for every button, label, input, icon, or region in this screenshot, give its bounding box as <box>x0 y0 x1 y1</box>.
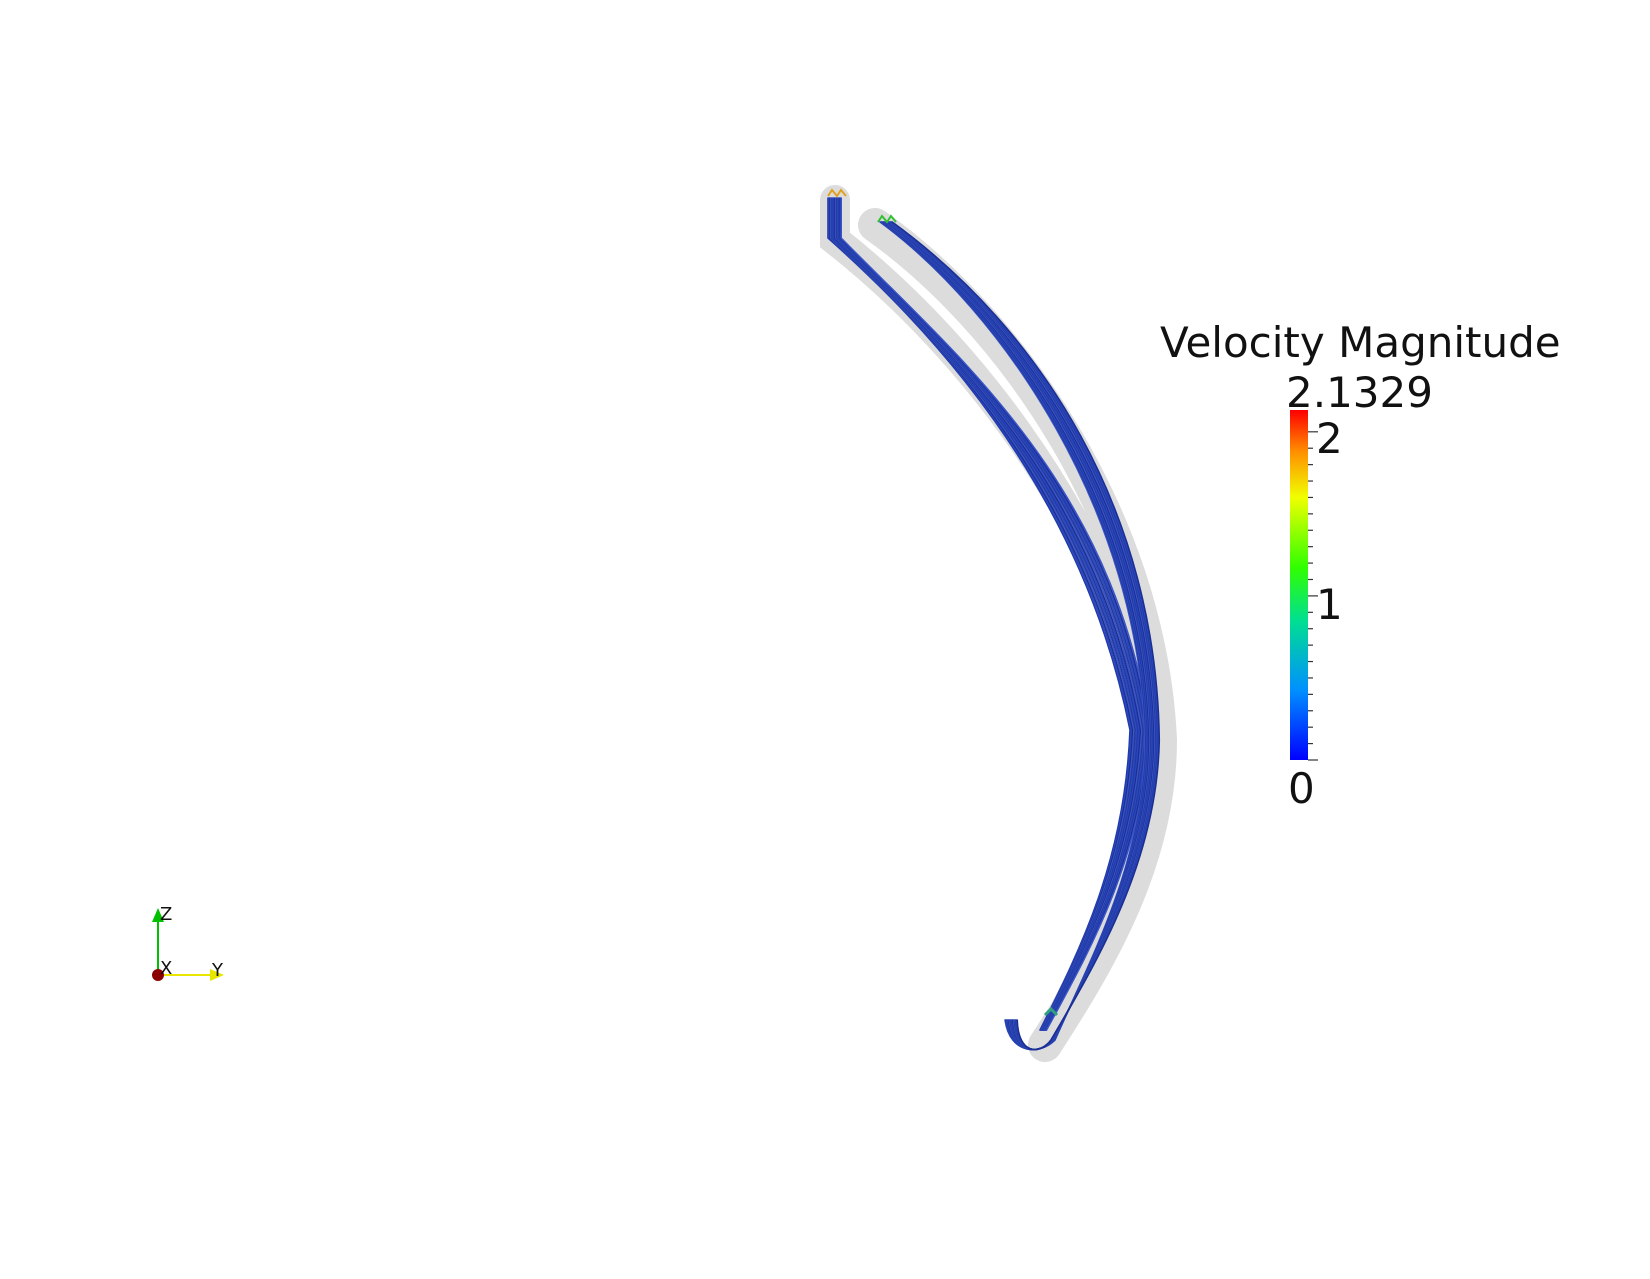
scalar-bar <box>1290 410 1318 761</box>
scalar-bar-title: Velocity Magnitude <box>1160 318 1561 367</box>
scalar-bar-ticks <box>1308 431 1318 761</box>
streamline <box>891 221 1161 1051</box>
orientation-axes <box>152 908 224 981</box>
streamline <box>840 197 1151 1031</box>
scalar-bar-tick-label-1: 1 <box>1316 580 1343 629</box>
scalar-bar-tick-label-2: 2 <box>1316 414 1343 463</box>
y-axis-label: Y <box>212 960 223 981</box>
scalar-bar-max-label: 2.1329 <box>1286 368 1433 417</box>
x-axis-label: X <box>160 958 173 979</box>
z-axis-arrow-icon <box>152 908 164 922</box>
inlet-tips <box>827 188 1059 1017</box>
scalar-bar-tick-label-0: 0 <box>1288 764 1315 813</box>
scalar-bar-gradient <box>1290 410 1308 760</box>
x-axis-dot-icon <box>152 969 164 981</box>
streamline-bundle <box>827 197 1161 1051</box>
y-axis-arrow-icon <box>210 969 224 981</box>
z-axis-label: Z <box>160 904 173 925</box>
